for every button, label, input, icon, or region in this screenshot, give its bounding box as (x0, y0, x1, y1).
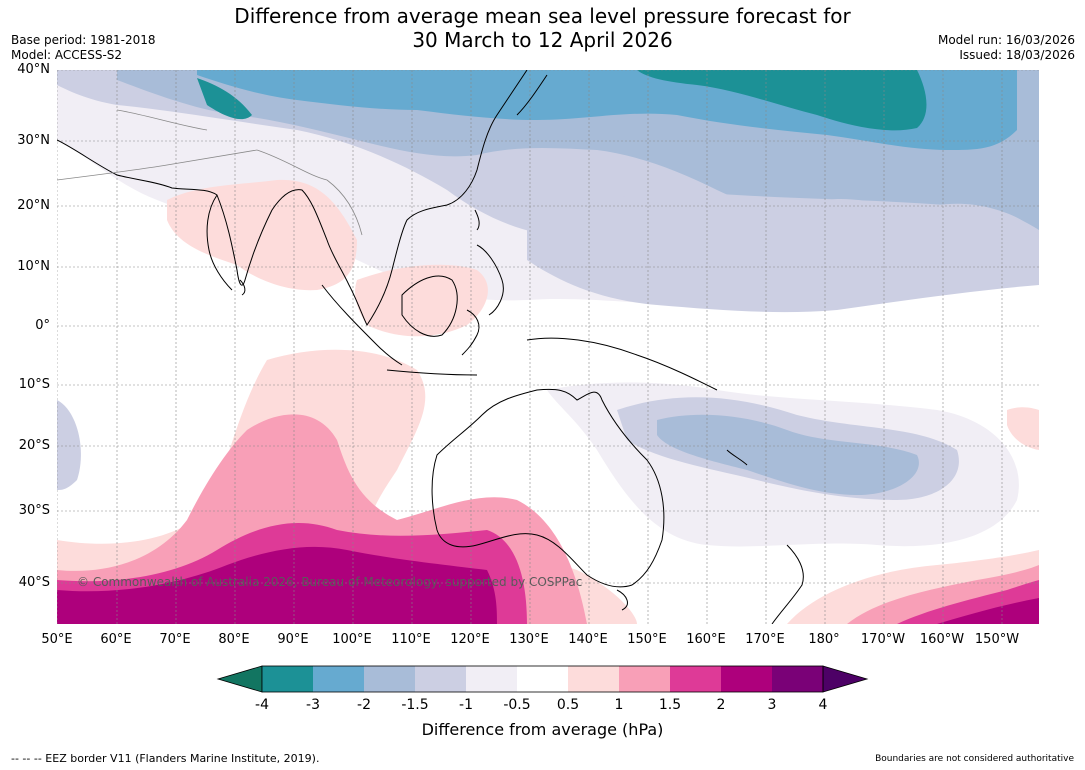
eez-legend: -- -- -- EEZ border V11 (Flanders Marine… (11, 752, 320, 765)
colorbar-tick-5: -0.5 (503, 697, 531, 713)
model-name: Model: ACCESS-S2 (11, 48, 123, 62)
colorbar-swatch-3 (364, 666, 415, 692)
lon-label-110e: 110°E (391, 632, 431, 647)
model-run: Model run: 16/03/2026 (937, 33, 1075, 47)
colorbar-tick-8: 1.5 (658, 697, 682, 713)
lon-label-170e: 170°E (745, 632, 785, 647)
anomaly-band-plus-0-5-india (167, 179, 357, 291)
copyright-notice: © Commonwealth of Australia 2026, Bureau… (77, 575, 582, 589)
lat-label-20s: 20°S (18, 438, 50, 453)
colorbar-swatch-8 (619, 666, 670, 692)
lat-label-40s: 40°S (18, 575, 50, 590)
country-borders (57, 109, 363, 236)
lon-label-160e: 160°E (686, 632, 726, 647)
coast-tasmania (616, 589, 628, 611)
coast-java (386, 369, 478, 376)
lat-label-30s: 30°S (18, 503, 50, 518)
colorbar-tick-10: 3 (767, 697, 777, 713)
colorbar-swatch-10 (721, 666, 772, 692)
colorbar-swatch-2 (313, 666, 364, 692)
lon-label-90e: 90°E (277, 632, 309, 647)
colorbar-title: Difference from average (hPa) (421, 720, 664, 739)
map-panel: © Commonwealth of Australia 2026, Bureau… (57, 70, 1039, 624)
colorbar-swatch-6 (517, 666, 568, 692)
anomaly-band-minus-1-west (57, 400, 81, 490)
colorbar-swatch-11 (772, 666, 823, 692)
colorbar-high-arrow (822, 665, 869, 693)
coast-sumatra (321, 284, 403, 366)
lat-label-10n: 10°N (17, 259, 50, 274)
lon-label-130e: 130°E (509, 632, 549, 647)
boundary-disclaimer: Boundaries are not considered authoritat… (875, 754, 1074, 764)
lon-label-160w: 160°W (919, 632, 965, 647)
colorbar-tick-11: 4 (818, 697, 828, 713)
lon-label-150w: 150°W (974, 632, 1020, 647)
coast-japan (516, 74, 548, 116)
colorbar-tick-2: -2 (357, 697, 371, 713)
issued-date: Issued: 18/03/2026 (959, 48, 1075, 62)
coast-new-zealand (771, 544, 804, 624)
colorbar-tick-7: 1 (614, 697, 624, 713)
lon-label-180: 180° (808, 632, 840, 647)
meta-left: Base period: 1981-2018 Model: ACCESS-S2 (11, 33, 156, 63)
lon-label-170w: 170°W (860, 632, 906, 647)
coast-philippines (476, 244, 504, 316)
colorbar-low-arrow (216, 665, 263, 693)
title-line-1: Difference from average mean sea level p… (234, 4, 851, 28)
lon-label-120e: 120°E (450, 632, 490, 647)
colorbar-swatch-1 (262, 666, 313, 692)
lon-label-140e: 140°E (568, 632, 608, 647)
colorbar-swatch-7 (568, 666, 619, 692)
lat-label-30n: 30°N (17, 133, 50, 148)
meta-right: Model run: 16/03/2026 Issued: 18/03/2026 (938, 33, 1075, 63)
coast-taiwan (474, 209, 480, 231)
lat-label-0: 0° (35, 318, 50, 333)
coast-borneo (401, 275, 458, 337)
colorbar-tick-3: -1.5 (401, 697, 429, 713)
lon-label-70e: 70°E (159, 632, 191, 647)
coast-india (206, 194, 233, 291)
anomaly-band-minus-2-pacific (657, 414, 919, 495)
coast-sulawesi (461, 309, 480, 356)
lat-label-20n: 20°N (17, 198, 50, 213)
colorbar-swatch-5 (466, 666, 517, 692)
title-line-2: 30 March to 12 April 2026 (412, 28, 673, 52)
chart-title: Difference from average mean sea level p… (0, 4, 1085, 52)
coast-new-caledonia (726, 449, 748, 466)
coast-new-guinea (526, 337, 718, 391)
pressure-anomaly-map: © Commonwealth of Australia 2026, Bureau… (57, 70, 1039, 624)
colorbar-tick-9: 2 (716, 697, 726, 713)
coast-australia (431, 388, 665, 588)
coast-sri-lanka (239, 279, 246, 296)
base-period: Base period: 1981-2018 (11, 33, 156, 47)
lon-label-100e: 100°E (332, 632, 372, 647)
lon-label-50e: 50°E (41, 632, 73, 647)
colorbar-tick-0: -4 (255, 697, 269, 713)
colorbar-swatch-4 (415, 666, 466, 692)
lon-label-150e: 150°E (627, 632, 667, 647)
anomaly-band-plus-2 (57, 546, 497, 624)
anomaly-band-minus-4 (197, 70, 927, 131)
anomaly-band-plus-2-pacific (937, 598, 1039, 624)
coastlines (57, 70, 804, 624)
lon-label-80e: 80°E (218, 632, 250, 647)
anomaly-band-minus-1-tropics (527, 193, 1039, 313)
coast-asia (57, 70, 528, 326)
colorbar-swatch-9 (670, 666, 721, 692)
lat-label-10s: 10°S (18, 377, 50, 392)
lat-label-40n: 40°N (17, 62, 50, 77)
anomaly-band-plus-0-5-east (1007, 407, 1039, 450)
lon-label-60e: 60°E (100, 632, 132, 647)
colorbar-tick-1: -3 (306, 697, 320, 713)
colorbar-tick-6: 0.5 (556, 697, 580, 713)
colorbar-frame (261, 665, 824, 693)
gridlines (57, 70, 1039, 624)
colorbar-tick-4: -1 (459, 697, 473, 713)
